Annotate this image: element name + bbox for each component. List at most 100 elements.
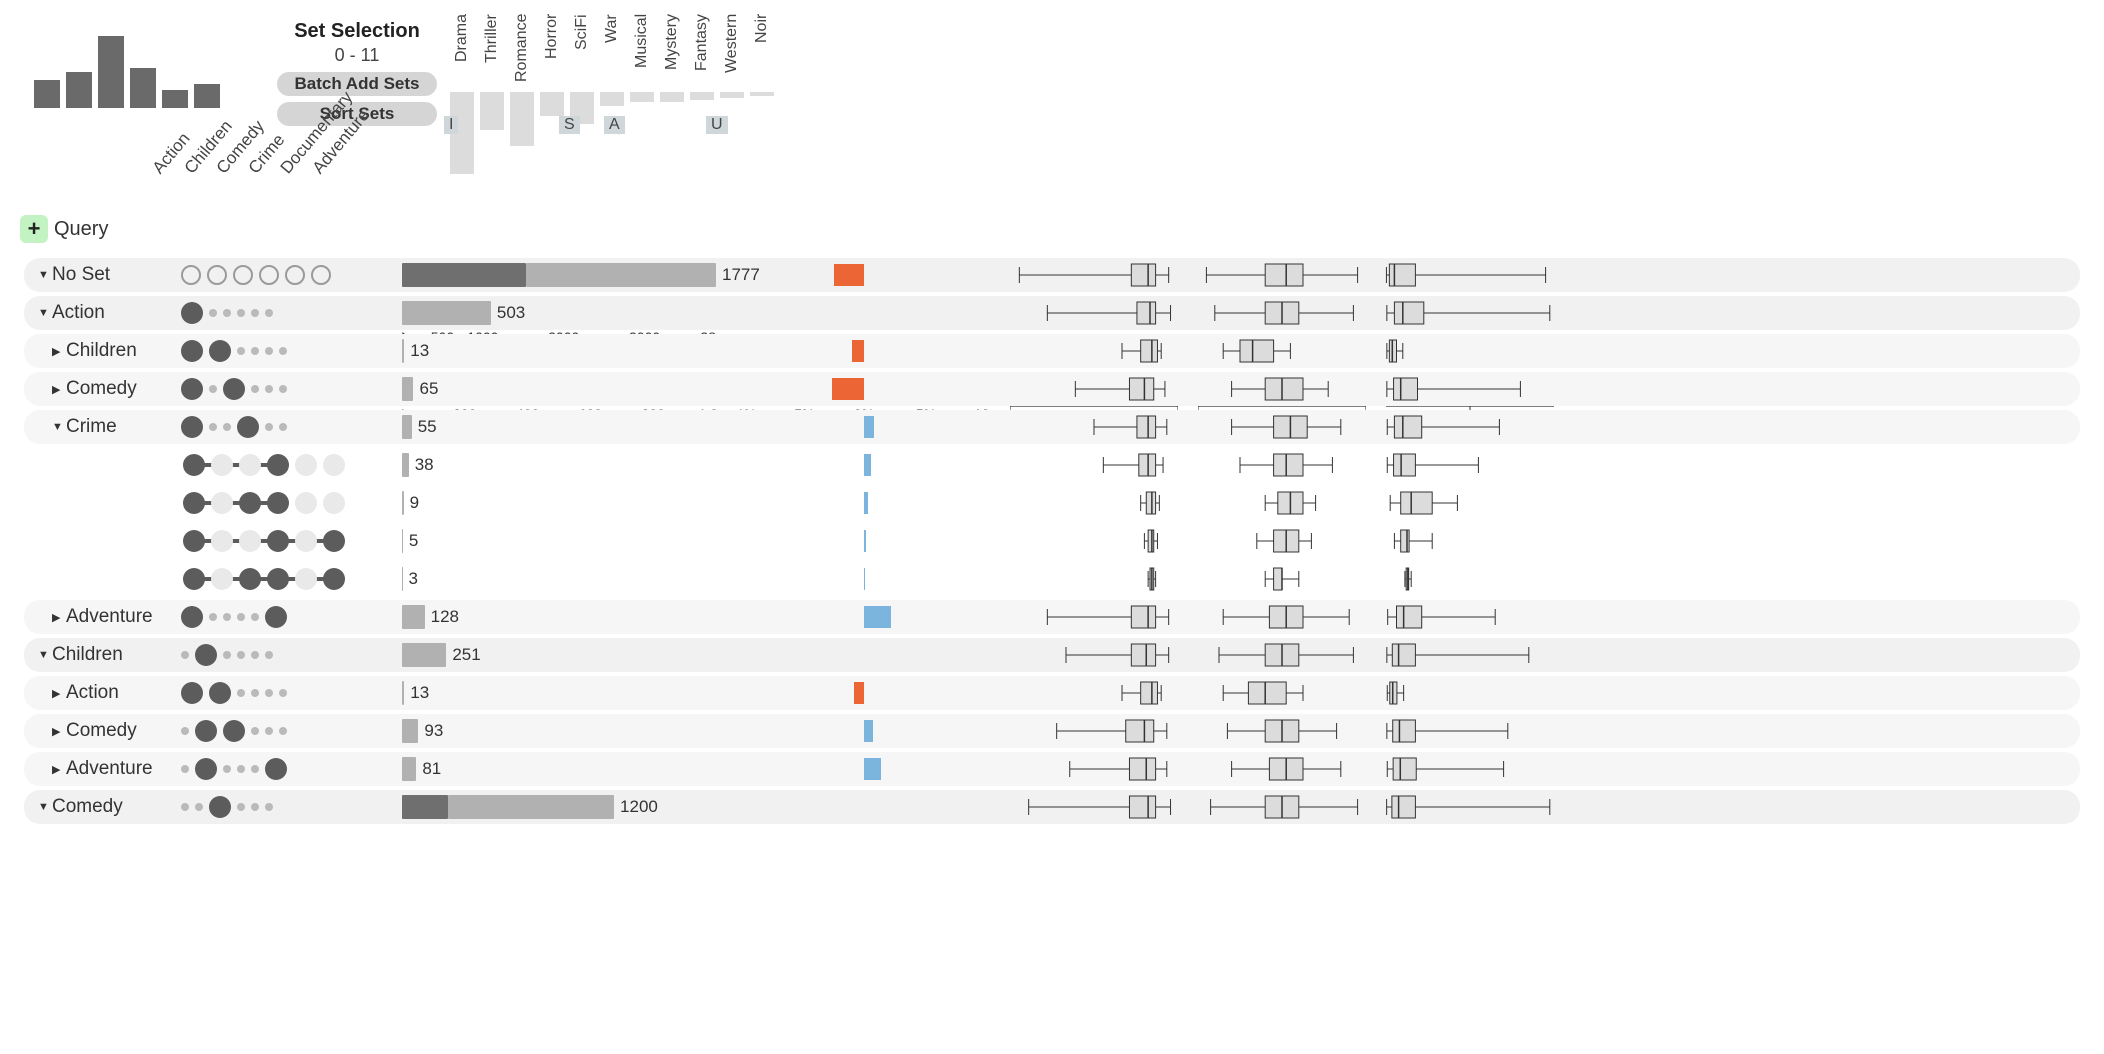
available-set-thriller[interactable]: Thriller (478, 14, 506, 130)
cardinality-cell: 65 (402, 377, 438, 401)
expand-toggle[interactable] (52, 611, 66, 624)
available-set-noir[interactable]: Noir (748, 14, 776, 96)
data-row[interactable]: Children251 (24, 638, 2080, 672)
add-query-button[interactable]: + (20, 215, 48, 243)
data-row[interactable]: Adventure128 (24, 600, 2080, 634)
avg_rating-cell (1198, 640, 1366, 674)
release_date-cell (1010, 336, 1178, 370)
available-set-label: Thriller (483, 14, 501, 92)
available-set-fantasy[interactable]: Fantasy (688, 14, 716, 100)
cardinality-value: 13 (410, 341, 429, 361)
boxplot (1198, 298, 1366, 328)
membership-dot (259, 265, 279, 285)
active-set-label-action[interactable]: Action (149, 145, 181, 178)
avg_rating-cell (1198, 792, 1366, 826)
expand-toggle[interactable] (52, 687, 66, 700)
membership-dot (223, 720, 245, 742)
isau-marker-u[interactable]: U (706, 116, 728, 134)
isau-marker-s[interactable]: S (559, 116, 580, 134)
batch-add-sets-button[interactable]: Batch Add Sets (277, 72, 437, 96)
cardinality-cell: 1200 (402, 795, 658, 819)
data-row[interactable]: Comedy1200 (24, 790, 2080, 824)
expand-toggle[interactable] (52, 421, 66, 433)
isau-marker-i[interactable]: I (444, 116, 458, 134)
deviation-bar (864, 492, 868, 514)
available-set-bar (720, 92, 744, 98)
deviation-cell (740, 334, 988, 368)
data-row[interactable]: 3 (24, 562, 2080, 596)
boxplot (1386, 412, 1554, 442)
row-label: Adventure (66, 758, 174, 780)
deviation-cell (740, 790, 988, 824)
membership-dot (265, 423, 273, 431)
available-set-mystery[interactable]: Mystery (658, 14, 686, 102)
expand-toggle[interactable] (52, 725, 66, 738)
times_watched-cell (1386, 336, 1554, 370)
boxplot (1386, 260, 1554, 290)
available-set-romance[interactable]: Romance (508, 14, 536, 146)
data-row[interactable]: Adventure 81 (24, 752, 2080, 786)
available-set-label: Western (723, 14, 741, 92)
data-row[interactable]: Children13 (24, 334, 2080, 368)
membership-dot (251, 765, 259, 773)
available-set-musical[interactable]: Musical (628, 14, 656, 102)
data-row[interactable]: Action503 (24, 296, 2080, 330)
boxplot (1010, 374, 1178, 404)
release_date-cell (1010, 298, 1178, 332)
expand-toggle[interactable] (38, 801, 52, 813)
boxplot (1198, 678, 1366, 708)
overview-bar[interactable] (34, 80, 60, 108)
data-row[interactable]: No Set1777 (24, 258, 2080, 292)
membership-dot (181, 682, 203, 704)
expand-toggle[interactable] (52, 383, 66, 396)
overview-bar[interactable] (130, 68, 156, 108)
deviation-cell (740, 562, 988, 596)
overview-bar[interactable] (66, 72, 92, 108)
membership-dot (209, 423, 217, 431)
available-set-drama[interactable]: Drama (448, 14, 476, 174)
data-row[interactable]: Crime55 (24, 410, 2080, 444)
expand-toggle[interactable] (38, 307, 52, 319)
set-membership-dots (181, 378, 287, 400)
cardinality-value: 81 (422, 759, 441, 779)
data-row[interactable]: 38 (24, 448, 2080, 482)
available-set-scifi[interactable]: SciFi (568, 14, 596, 124)
data-row[interactable]: 9 (24, 486, 2080, 520)
data-row[interactable]: Comedy65 (24, 372, 2080, 406)
membership-dot (223, 309, 231, 317)
overview-bar[interactable] (162, 90, 188, 108)
available-set-bar (690, 92, 714, 100)
available-set-war[interactable]: War (598, 14, 626, 106)
data-row[interactable]: Action13 (24, 676, 2080, 710)
membership-dot (265, 385, 273, 393)
release_date-cell (1010, 374, 1178, 408)
times_watched-cell (1386, 640, 1554, 674)
expand-toggle[interactable] (52, 345, 66, 358)
membership-dot (279, 689, 287, 697)
expand-toggle[interactable] (38, 649, 52, 661)
expand-toggle[interactable] (52, 763, 66, 776)
available-sets: Drama Thriller RomanceHorrorSciFiWarMusica… (448, 14, 776, 174)
membership-dot (237, 765, 245, 773)
release_date-cell (1010, 260, 1178, 294)
expand-toggle[interactable] (38, 269, 52, 281)
overview-bar[interactable] (194, 84, 220, 108)
overview-bar[interactable] (98, 36, 124, 108)
deviation-cell (740, 752, 988, 786)
data-row[interactable]: 5 (24, 524, 2080, 558)
membership-dot (279, 727, 287, 735)
boxplot (1010, 754, 1178, 784)
times_watched-cell (1386, 298, 1554, 332)
available-set-bar (510, 92, 534, 146)
boxplot (1198, 412, 1366, 442)
set-selection-title: Set Selection (262, 20, 452, 43)
membership-dot (279, 423, 287, 431)
boxplot (1386, 716, 1554, 746)
cardinality-value: 5 (409, 531, 418, 551)
isau-marker-a[interactable]: A (604, 116, 625, 134)
available-set-horror[interactable]: Horror (538, 14, 566, 116)
boxplot (1386, 602, 1554, 632)
membership-dot (195, 644, 217, 666)
data-row[interactable]: Comedy93 (24, 714, 2080, 748)
available-set-western[interactable]: Western (718, 14, 746, 98)
